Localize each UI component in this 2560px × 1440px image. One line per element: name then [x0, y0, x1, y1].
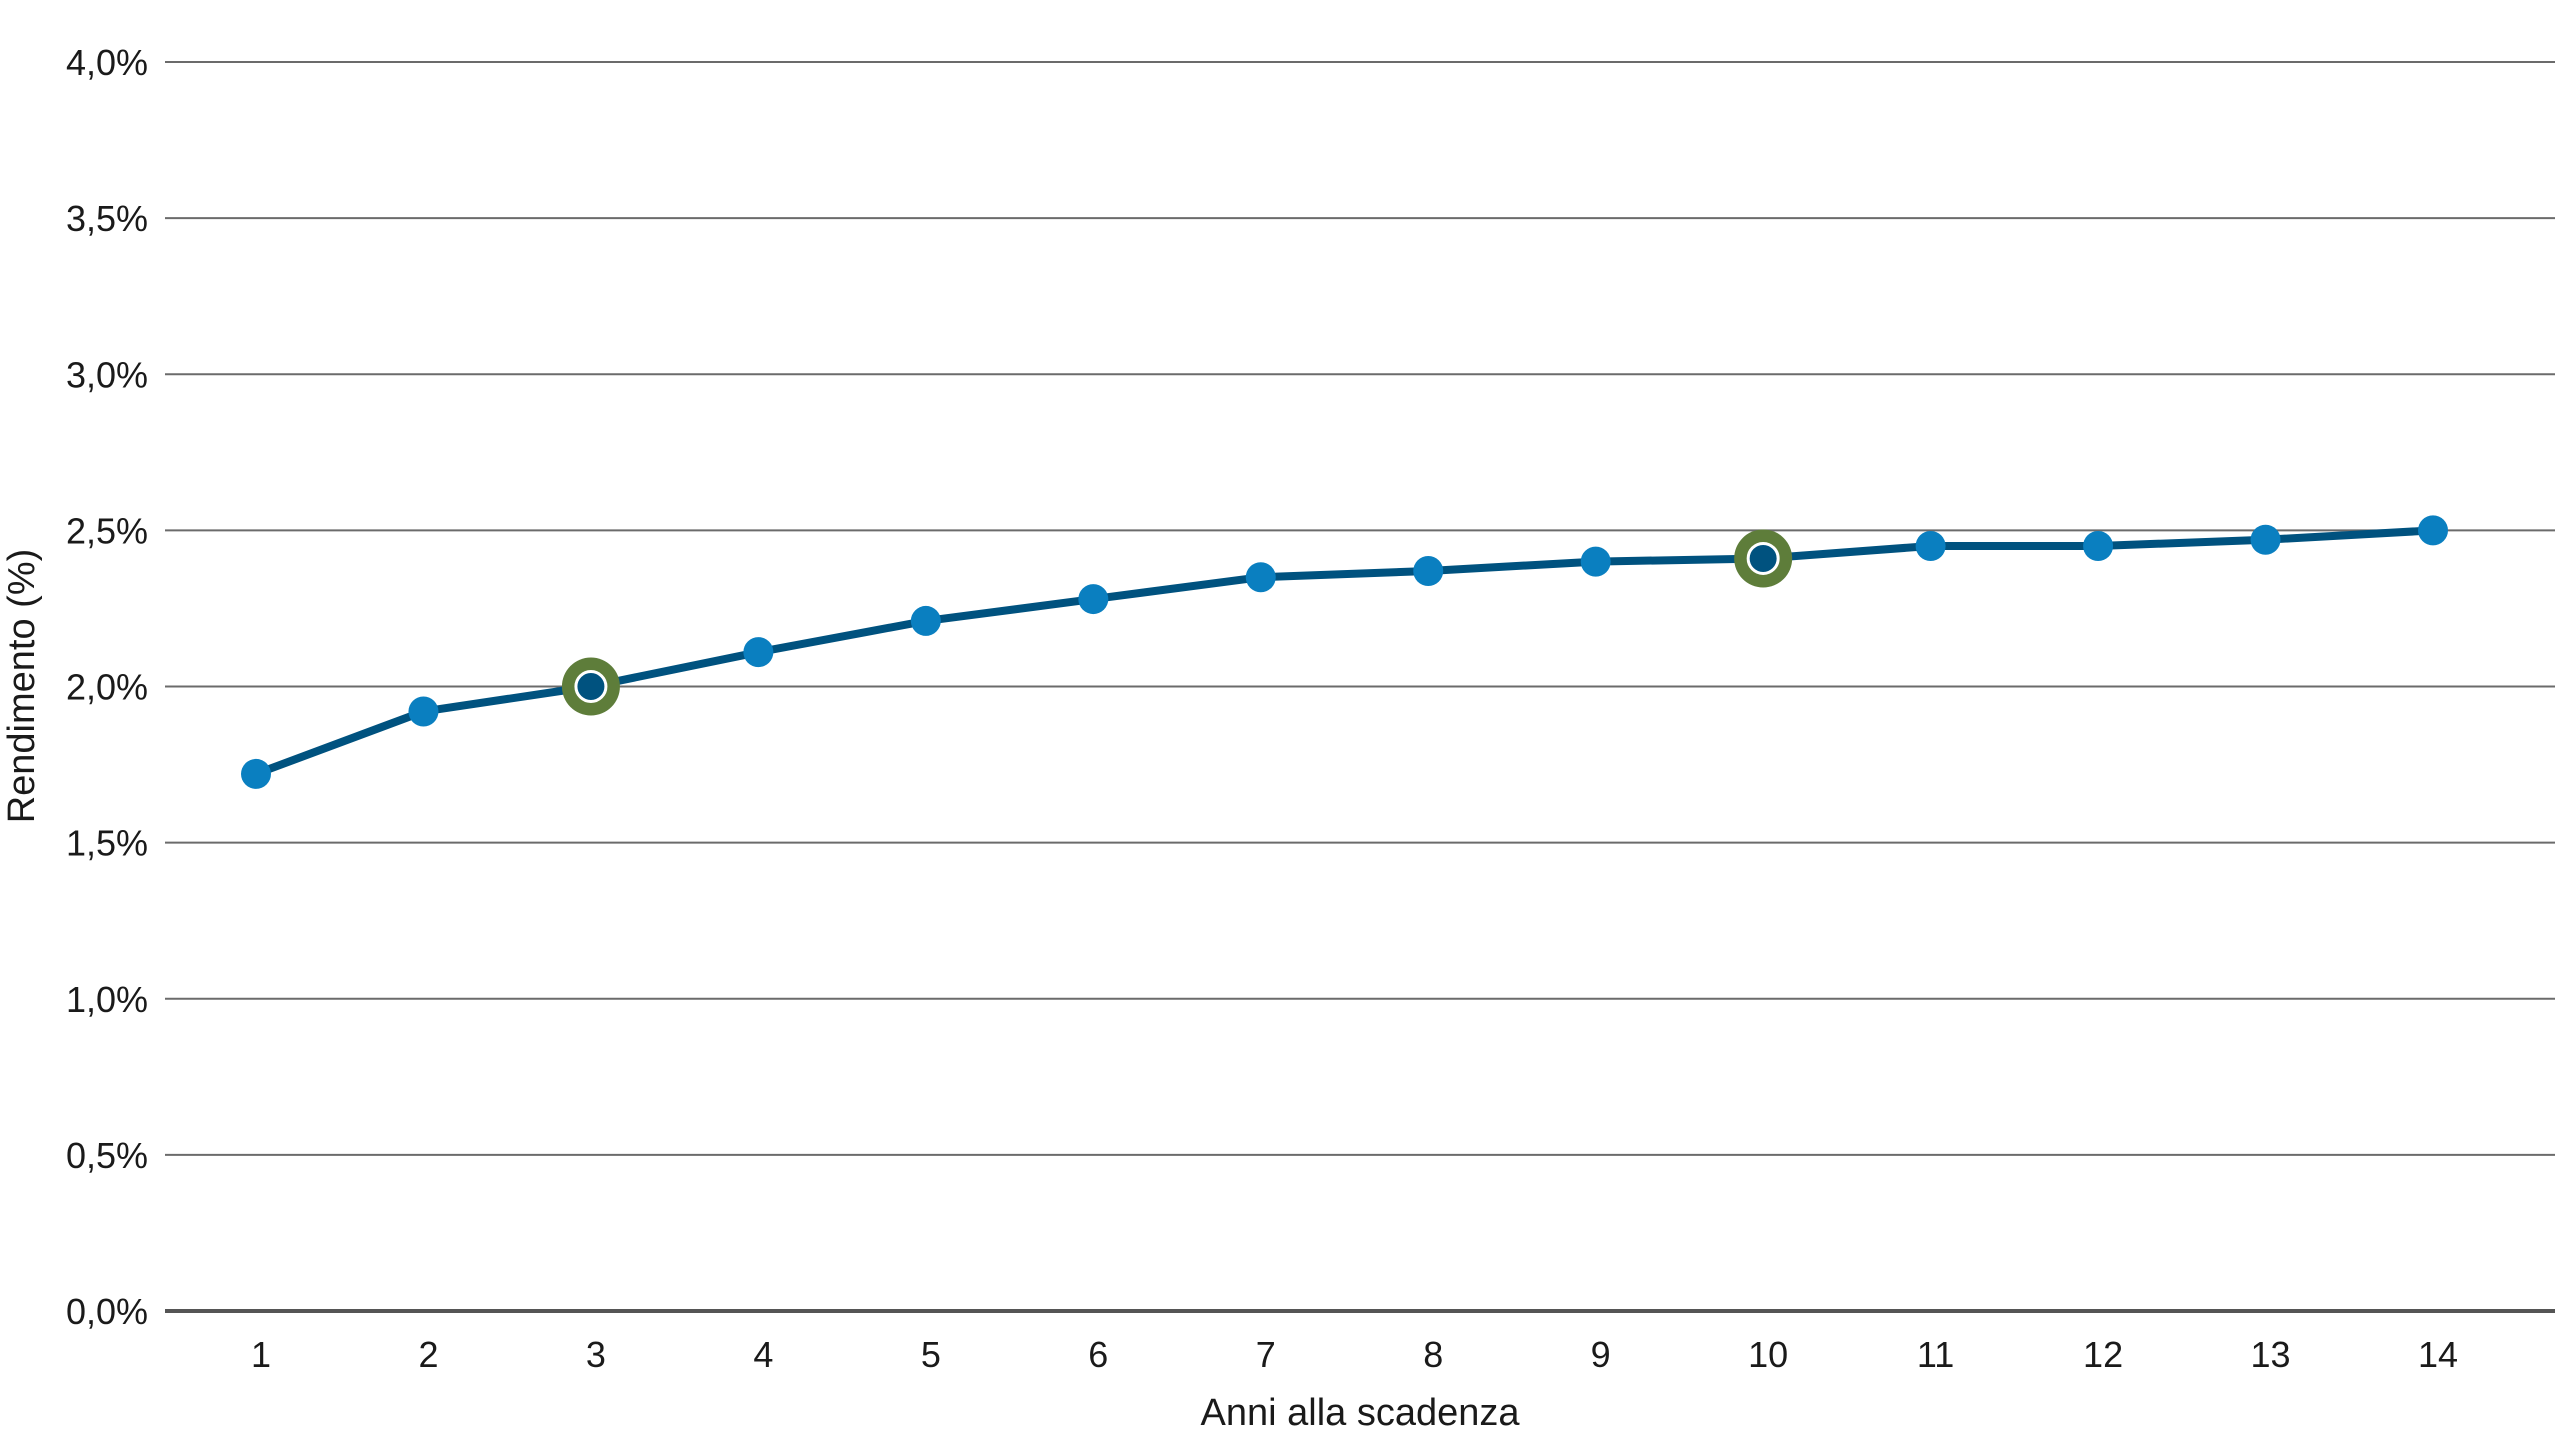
series-line [254, 526, 2434, 778]
highlighted-data-point [1746, 541, 1780, 575]
x-tick-label: 12 [2083, 1334, 2123, 1375]
data-point [743, 637, 774, 668]
data-point [1245, 562, 1276, 593]
x-tick-label: 14 [2418, 1334, 2458, 1375]
highlighted-data-point [574, 670, 608, 703]
x-tick-label: 10 [1748, 1334, 1788, 1375]
x-tick-label: 4 [753, 1334, 773, 1375]
data-point [1413, 555, 1444, 586]
data-point [2250, 524, 2281, 555]
data-point [1580, 546, 1611, 577]
x-tick-label: 11 [1917, 1334, 1954, 1375]
x-tick-label: 5 [921, 1334, 941, 1375]
data-point [910, 605, 941, 636]
y-tick-label: 4,0% [66, 42, 148, 83]
y-tick-label: 0,0% [66, 1291, 148, 1332]
y-axis-ticks: 0,0% 0,5% 1,0% 1,5% 2,0% 2,5% 3,0% 3,5% 4,0% [66, 42, 148, 1332]
x-tick-label: 9 [1591, 1334, 1611, 1375]
y-axis-label: Rendimento (%) [1, 549, 43, 824]
y-tick-label: 2,5% [66, 510, 148, 551]
y-tick-label: 1,0% [66, 979, 148, 1020]
x-tick-label: 6 [1088, 1334, 1108, 1375]
y-tick-label: 3,5% [66, 198, 148, 239]
x-tick-label: 7 [1256, 1334, 1276, 1375]
y-tick-label: 1,5% [66, 823, 148, 864]
y-tick-label: 0,5% [66, 1135, 148, 1176]
y-tick-label: 2,0% [66, 667, 148, 708]
x-tick-label: 8 [1423, 1334, 1443, 1375]
data-point [1078, 584, 1109, 615]
x-tick-label: 3 [586, 1334, 606, 1375]
y-tick-label: 3,0% [66, 354, 148, 395]
x-tick-label: 1 [251, 1334, 271, 1375]
data-point [241, 758, 271, 789]
data-point [2418, 515, 2448, 546]
data-points [241, 515, 2448, 789]
x-tick-label: 2 [418, 1334, 438, 1375]
x-axis-label: Anni alla scadenza [1201, 1392, 1521, 1434]
x-axis-ticks: 1 2 3 4 5 6 7 8 9 10 11 12 13 14 [251, 1334, 2458, 1375]
data-point [408, 696, 439, 727]
gridlines [165, 61, 2555, 1313]
x-tick-label: 13 [2251, 1334, 2291, 1375]
data-point [2083, 530, 2114, 561]
data-point [1915, 530, 1946, 561]
